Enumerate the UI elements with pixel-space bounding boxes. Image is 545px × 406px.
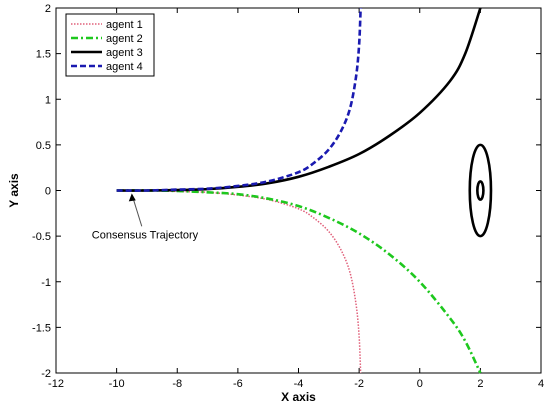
x-tick-label: 4 — [538, 378, 544, 390]
legend-label-agent-4: agent 4 — [106, 61, 143, 73]
y-tick-labels: -2 -1.5 -1 -0.5 0 0.5 1 1.5 2 — [32, 3, 51, 380]
x-tick-label: -8 — [172, 378, 182, 390]
ellipse-layer — [468, 143, 493, 238]
y-tick-label: 2 — [45, 3, 51, 15]
outer-ellipse — [468, 143, 493, 238]
y-tick-label: -0.5 — [32, 231, 51, 243]
y-tick-label: -1 — [41, 277, 51, 289]
x-tick-label: -6 — [233, 378, 243, 390]
legend-label-agent-3: agent 3 — [106, 47, 143, 59]
legend: agent 1 agent 2 agent 3 agent 4 — [65, 13, 155, 77]
y-tick-label: -2 — [41, 368, 51, 380]
y-tick-label: 1 — [45, 94, 51, 106]
y-tick-label: 0 — [45, 186, 51, 198]
annotation-text: Consensus Trajectory — [92, 229, 199, 241]
inner-ellipse — [476, 180, 485, 201]
x-tick-labels: -12 -10 -8 -6 -4 -2 0 2 4 — [48, 378, 544, 390]
axis-ticks — [55, 7, 542, 374]
x-axis-title: X axis — [281, 390, 316, 404]
y-axis-title: Y axis — [7, 173, 21, 208]
y-tick-label: 0.5 — [36, 140, 51, 152]
annotation-arrow — [132, 197, 143, 227]
x-tick-label: -2 — [354, 378, 364, 390]
x-tick-label: -12 — [48, 378, 64, 390]
series-layer — [116, 7, 482, 374]
x-tick-label: -10 — [109, 378, 125, 390]
y-tick-label: -1.5 — [32, 322, 51, 334]
y-tick-label: 1.5 — [36, 49, 51, 61]
x-tick-label: 2 — [477, 378, 483, 390]
x-tick-label: -4 — [294, 378, 304, 390]
x-tick-label: 0 — [417, 378, 423, 390]
annotation-arrowhead — [128, 193, 136, 202]
annotation: Consensus Trajectory — [92, 193, 199, 241]
legend-label-agent-1: agent 1 — [106, 19, 143, 31]
legend-label-agent-2: agent 2 — [106, 33, 143, 45]
series-line-agent-4 — [116, 7, 362, 192]
